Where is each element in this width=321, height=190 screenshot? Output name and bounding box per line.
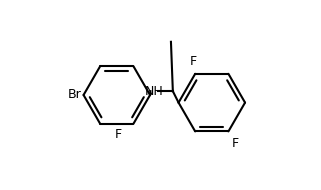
Text: F: F	[190, 55, 197, 68]
Text: Br: Br	[68, 89, 82, 101]
Text: F: F	[115, 128, 122, 141]
Text: F: F	[232, 137, 239, 150]
Text: NH: NH	[144, 85, 163, 98]
